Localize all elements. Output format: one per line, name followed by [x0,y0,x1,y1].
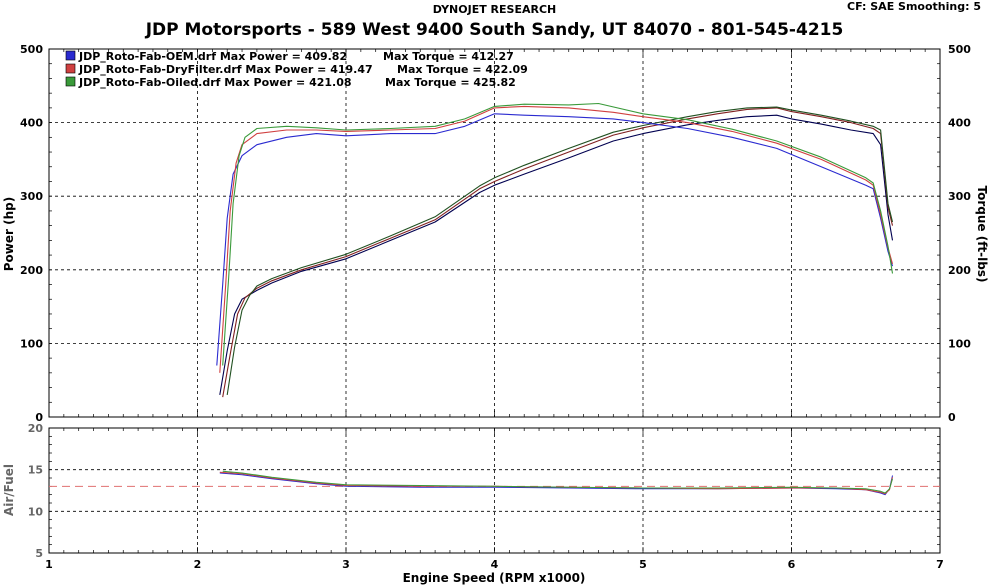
series-oiled-power [226,106,894,395]
legend-torque-dry: Max Torque = 422.09 [397,63,528,76]
rpm-tick-label: 2 [194,558,202,571]
rpm-tick-label: 6 [788,558,796,571]
rpm-tick-label: 7 [936,558,944,571]
power-tick-label: 200 [20,264,43,277]
torque-tick-label: 0 [948,411,956,424]
legend-swatch-dry [65,63,76,74]
legend-entry-dry: JDP_Roto-Fab-DryFilter.drf Max Power = 4… [78,63,373,76]
power-tick-label: 400 [20,117,43,130]
power-axis-label: Power (hp) [2,197,16,271]
air-fuel-tick-label: 20 [28,422,44,435]
air-fuel-axis-label: Air/Fuel [2,464,16,516]
torque-tick-label: 500 [948,43,971,56]
correction-smoothing-label: CF: SAE Smoothing: 5 [847,0,981,13]
air-fuel-panel: 5 10 15 20 1 2 3 4 5 6 7 [28,422,944,571]
dynojet-research-label: DYNOJET RESEARCH [432,3,557,16]
air-fuel-tick-label: 15 [28,464,43,477]
air-fuel-tick-label: 5 [35,547,43,560]
legend-swatch-oem [65,50,76,61]
series-oem-air-fuel [219,472,893,496]
series-oem-power [219,114,894,395]
torque-tick-label: 300 [948,190,971,203]
power-tick-label: 0 [35,411,43,424]
rpm-tick-label: 1 [45,558,53,571]
torque-axis-label: Torque (ft-lbs) [975,186,989,283]
power-tick-label: 300 [20,190,43,203]
legend-swatch-oiled [65,76,76,87]
series-dry-torque [219,105,894,373]
rpm-tick-label: 3 [342,558,350,571]
rpm-tick-label: 5 [639,558,647,571]
power-tick-label: 500 [20,43,43,56]
x-axis-label: Engine Speed (RPM x1000) [403,571,586,585]
legend-entry-oem: JDP_Roto-Fab-OEM.drf Max Power = 409.82 [78,50,347,63]
torque-tick-label: 200 [948,264,971,277]
torque-tick-label: 400 [948,117,971,130]
air-fuel-tick-label: 10 [28,505,44,518]
legend-entry-oiled: JDP_Roto-Fab-Oiled.drf Max Power = 421.0… [78,76,352,89]
series-oiled-air-fuel [222,470,893,494]
power-tick-label: 100 [20,337,43,350]
series-oiled-torque [222,102,894,366]
legend-torque-oem: Max Torque = 412.27 [383,50,514,63]
torque-tick-label: 100 [948,337,971,350]
legend-torque-oiled: Max Torque = 425.82 [385,76,516,89]
series-oem-torque [216,113,894,366]
rpm-tick-label: 4 [491,558,499,571]
chart-title: JDP Motorsports - 589 West 9400 South Sa… [145,20,844,40]
power-torque-panel: 0 0 100 100 200 200 300 300 400 400 500 500 JDP_Roto… [20,43,971,424]
series-dry-power [222,107,894,398]
